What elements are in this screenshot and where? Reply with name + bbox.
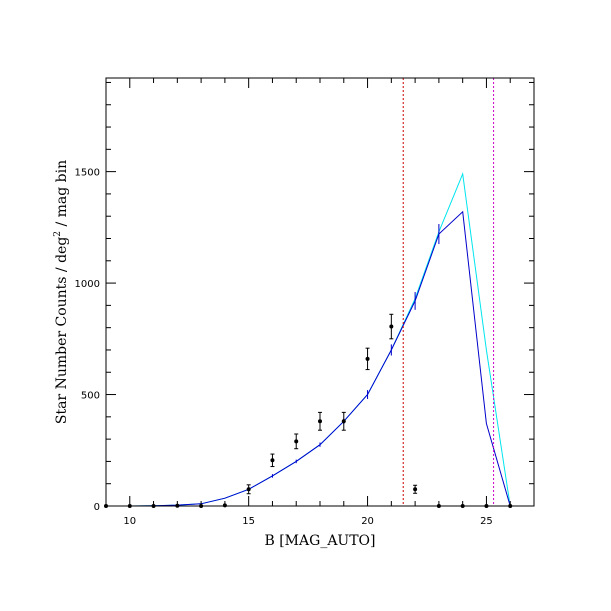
observed-point-11 bbox=[341, 411, 346, 431]
tick-labels: 10 15 20 25 0 500 1000 1500 bbox=[75, 168, 493, 527]
observed-marker bbox=[318, 419, 322, 424]
observed-point-14 bbox=[413, 484, 418, 494]
observed-marker bbox=[341, 419, 346, 424]
observed-point-13 bbox=[389, 313, 394, 340]
observed-marker bbox=[413, 487, 418, 492]
x-tick-label: 25 bbox=[480, 516, 493, 527]
x-axis-title: B [MAG_AUTO] bbox=[264, 533, 375, 549]
y-tick-label: 1000 bbox=[75, 279, 100, 290]
observed-point-7 bbox=[246, 484, 251, 495]
observed-points bbox=[104, 313, 513, 508]
axis-ticks bbox=[105, 78, 535, 507]
x-tick-label: 15 bbox=[242, 516, 255, 527]
y-axis-title-main: Star Number Counts / deg bbox=[54, 237, 70, 424]
model-lines bbox=[106, 171, 511, 507]
observed-marker bbox=[389, 324, 394, 329]
model-error-bars bbox=[248, 224, 440, 491]
observed-point-10 bbox=[318, 411, 322, 431]
y-tick-label: 0 bbox=[94, 502, 100, 513]
observed-point-9 bbox=[294, 433, 299, 450]
observed-marker bbox=[270, 458, 275, 463]
observed-point-12 bbox=[365, 347, 370, 371]
observed-marker bbox=[246, 487, 251, 492]
observed-marker bbox=[294, 439, 299, 444]
model-series-line-2 bbox=[106, 210, 511, 507]
x-tick-label: 10 bbox=[123, 516, 136, 527]
magnitude-limit-lines bbox=[402, 78, 495, 506]
y-axis-title-tail: / mag bin bbox=[54, 160, 70, 231]
y-axis-title-superscript: 2 bbox=[53, 231, 63, 237]
y-axis-title: Star Number Counts / deg2 / mag bin bbox=[53, 160, 70, 424]
plot-frame bbox=[105, 77, 535, 507]
y-tick-label: 500 bbox=[81, 391, 100, 402]
y-tick-label: 1500 bbox=[75, 168, 100, 179]
observed-point-8 bbox=[270, 453, 275, 468]
observed-marker bbox=[365, 356, 370, 361]
x-tick-label: 20 bbox=[361, 516, 374, 527]
